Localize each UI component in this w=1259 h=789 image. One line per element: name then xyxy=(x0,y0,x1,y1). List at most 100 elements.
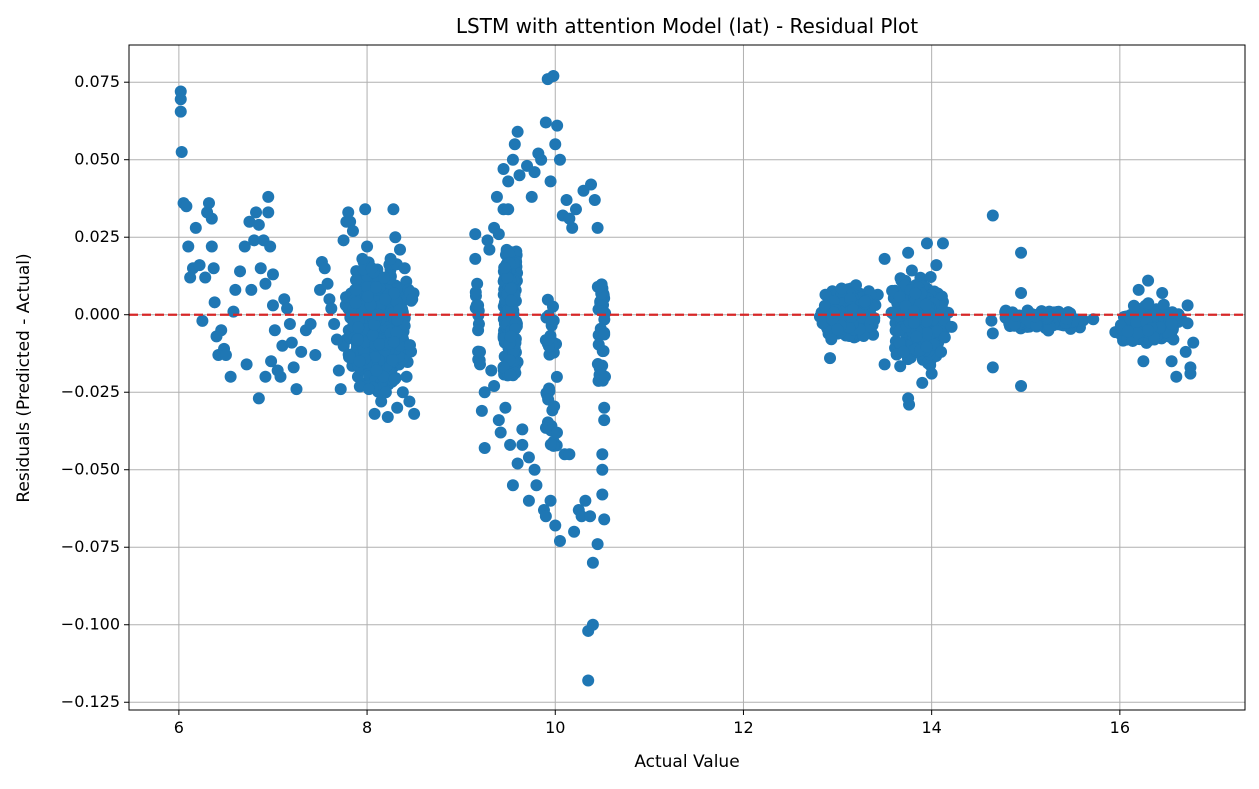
data-point xyxy=(262,190,275,203)
data-point xyxy=(550,426,563,439)
data-point xyxy=(1157,298,1170,311)
data-point xyxy=(229,283,242,296)
data-point xyxy=(248,234,261,247)
data-point xyxy=(563,448,576,461)
x-axis-label: Actual Value xyxy=(634,752,739,772)
data-point xyxy=(1130,316,1143,329)
data-point xyxy=(819,288,832,301)
data-point xyxy=(909,287,922,300)
data-point xyxy=(549,138,562,151)
x-tick-label: 10 xyxy=(545,718,565,737)
data-point xyxy=(262,206,275,219)
data-point xyxy=(492,414,505,427)
data-point xyxy=(986,361,999,374)
data-point xyxy=(563,212,576,225)
data-point xyxy=(582,674,595,687)
data-point xyxy=(566,221,579,234)
x-tick-label: 16 xyxy=(1110,718,1130,737)
data-point xyxy=(351,333,364,346)
data-point xyxy=(1179,345,1192,358)
data-point xyxy=(370,364,383,377)
data-point xyxy=(344,215,357,228)
data-point xyxy=(349,283,362,296)
data-point xyxy=(560,194,573,207)
data-point xyxy=(342,206,355,219)
data-point xyxy=(551,119,564,132)
data-point xyxy=(550,370,563,383)
data-point xyxy=(321,277,334,290)
data-point xyxy=(1181,299,1194,312)
y-tick-label: −0.025 xyxy=(61,382,120,401)
data-point xyxy=(878,252,891,265)
data-point xyxy=(473,345,486,358)
y-tick-label: 0.025 xyxy=(74,227,120,246)
data-point xyxy=(469,228,482,241)
data-point xyxy=(1187,336,1200,349)
data-point xyxy=(490,190,503,203)
data-point xyxy=(234,265,247,278)
data-point xyxy=(1142,324,1155,337)
data-point xyxy=(391,313,404,326)
data-point xyxy=(878,358,891,371)
data-point xyxy=(208,296,221,309)
data-point xyxy=(393,303,406,316)
data-point xyxy=(1172,308,1185,321)
data-point xyxy=(541,293,554,306)
data-point xyxy=(930,259,943,272)
data-point xyxy=(370,281,383,294)
data-point xyxy=(924,271,937,284)
data-point xyxy=(894,360,907,373)
data-point xyxy=(189,221,202,234)
data-point xyxy=(935,345,948,358)
data-point xyxy=(818,299,831,312)
data-point xyxy=(502,203,515,216)
data-point xyxy=(268,324,281,337)
data-point xyxy=(905,264,918,277)
data-point xyxy=(584,510,597,523)
y-tick-label: −0.075 xyxy=(61,537,120,556)
data-point xyxy=(368,407,381,420)
data-point xyxy=(361,281,374,294)
data-point xyxy=(175,145,188,158)
data-point xyxy=(259,277,272,290)
data-point xyxy=(379,386,392,399)
data-point xyxy=(481,234,494,247)
data-point xyxy=(353,355,366,368)
x-tick-label: 6 xyxy=(174,718,184,737)
data-point xyxy=(180,200,193,213)
data-point xyxy=(1087,313,1100,326)
data-point xyxy=(511,457,524,470)
data-point xyxy=(528,463,541,476)
data-point xyxy=(334,383,347,396)
data-point xyxy=(596,463,609,476)
data-point xyxy=(478,386,491,399)
data-point xyxy=(373,338,386,351)
data-point xyxy=(585,178,598,191)
data-point xyxy=(174,105,187,118)
data-point xyxy=(544,175,557,188)
data-point xyxy=(396,386,409,399)
data-point xyxy=(535,153,548,166)
data-point xyxy=(588,194,601,207)
y-axis-ticks: −0.125 −0.100 −0.075 −0.050 −0.025 0.000 0.025… xyxy=(61,72,129,711)
y-tick-label: 0.000 xyxy=(74,305,120,324)
data-point xyxy=(390,326,403,339)
data-point xyxy=(278,293,291,306)
data-point xyxy=(553,535,566,548)
data-point xyxy=(1142,297,1155,310)
data-point xyxy=(304,318,317,331)
data-point xyxy=(925,367,938,380)
data-point xyxy=(394,243,407,256)
data-point xyxy=(483,243,496,256)
data-point xyxy=(366,329,379,342)
data-point xyxy=(350,274,363,287)
data-point xyxy=(398,262,411,275)
data-point xyxy=(505,294,518,307)
data-point xyxy=(539,116,552,129)
data-point xyxy=(356,252,369,265)
data-point xyxy=(816,317,829,330)
data-point xyxy=(1165,355,1178,368)
data-point xyxy=(522,494,535,507)
chart-title: LSTM with attention Model (lat) - Residu… xyxy=(456,14,918,38)
